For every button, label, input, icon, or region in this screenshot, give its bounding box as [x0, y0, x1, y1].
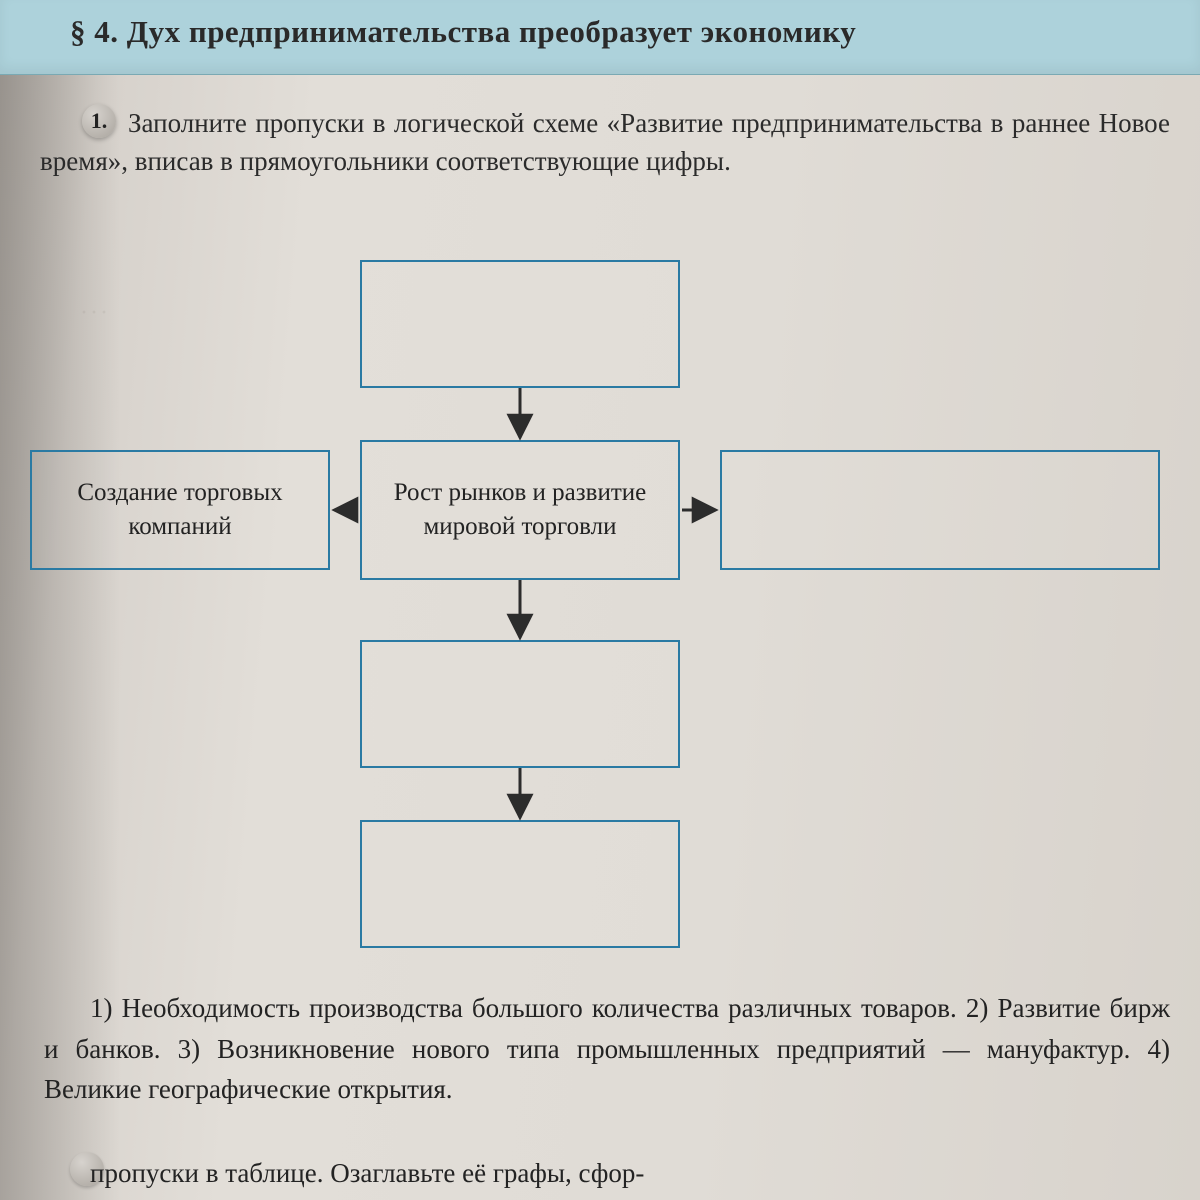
flowchart-box-top[interactable]: [360, 260, 680, 388]
flowchart-box-left: Создание торговых компаний: [30, 450, 330, 570]
flowchart-box-right[interactable]: [720, 450, 1160, 570]
flowchart: Создание торговых компаний Рост рынков и…: [0, 240, 1200, 940]
page: § 4. Дух предпринимательства преобразует…: [0, 0, 1200, 1200]
flowchart-box-down1[interactable]: [360, 640, 680, 768]
cutoff-text: пропуски в таблице. Озаглавьте её графы,…: [44, 1158, 1170, 1189]
section-label: § 4.: [70, 14, 119, 49]
answer-options: 1) Необходимость производства большого к…: [44, 988, 1170, 1110]
flowchart-box-down2[interactable]: [360, 820, 680, 948]
title-text: Дух предпринимательства преобразует экон…: [127, 14, 856, 49]
header-title: § 4. Дух предпринимательства преобразует…: [70, 14, 1170, 50]
task-instructions: Заполните пропуски в логической схеме «Р…: [40, 104, 1170, 181]
flowchart-box-center: Рост рынков и развитие мировой торговли: [360, 440, 680, 580]
